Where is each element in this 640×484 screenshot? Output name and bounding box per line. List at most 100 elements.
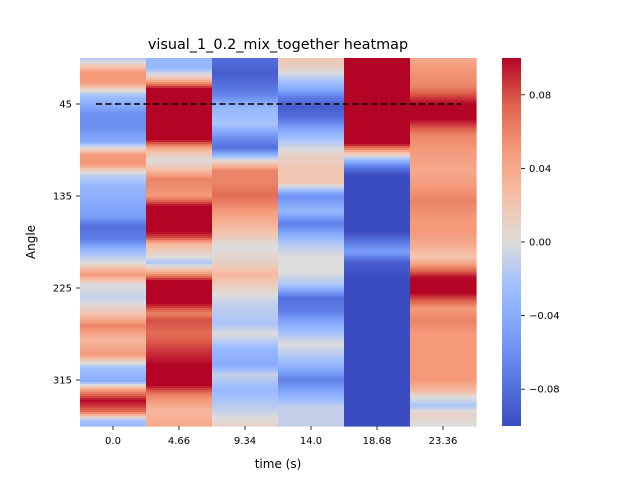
heatmap-cell [278, 174, 345, 177]
heatmap-cell [80, 218, 147, 221]
heatmap-cell [212, 120, 279, 123]
heatmap-cell [80, 212, 147, 215]
heatmap-cell [212, 114, 279, 117]
heatmap-cell [80, 258, 147, 261]
heatmap-cell [344, 184, 411, 187]
heatmap-cell [410, 368, 477, 371]
heatmap-cell [146, 216, 213, 219]
heatmap-cell [344, 370, 411, 373]
heatmap-cell [146, 226, 213, 229]
heatmap-cell [212, 268, 279, 271]
heatmap-cell [344, 304, 411, 307]
heatmap-cell [410, 340, 477, 343]
heatmap-cell [80, 392, 147, 395]
heatmap-cell [212, 152, 279, 155]
heatmap-cell [80, 114, 147, 117]
heatmap-cell [146, 244, 213, 247]
heatmap-cell [212, 346, 279, 349]
heatmap-cell [212, 194, 279, 197]
heatmap-cell [212, 318, 279, 321]
heatmap-cell [80, 284, 147, 287]
heatmap-cell [80, 246, 147, 249]
heatmap-cell [344, 134, 411, 137]
heatmap-cell [212, 204, 279, 207]
heatmap-cell [212, 280, 279, 283]
heatmap-cell [80, 238, 147, 241]
heatmap-cell [278, 388, 345, 391]
heatmap-cell [80, 402, 147, 405]
heatmap-cell [80, 310, 147, 313]
heatmap-cell [146, 262, 213, 265]
heatmap-cell [146, 200, 213, 203]
heatmap-cell [410, 162, 477, 165]
heatmap-cell [80, 346, 147, 349]
heatmap-cell [410, 266, 477, 269]
heatmap-cell [80, 62, 147, 65]
heatmap-cell [212, 344, 279, 347]
heatmap-cell [278, 110, 345, 113]
heatmap-cell [80, 196, 147, 199]
heatmap-cell [278, 324, 345, 327]
heatmap-cell [80, 340, 147, 343]
heatmap-cell [410, 198, 477, 201]
heatmap-cell [212, 272, 279, 275]
heatmap-cell [146, 110, 213, 113]
heatmap-cell [212, 368, 279, 371]
heatmap-cell [146, 240, 213, 243]
heatmap-cell [146, 342, 213, 345]
heatmap-cell [344, 92, 411, 95]
heatmap-cell [278, 320, 345, 323]
heatmap-cell [278, 374, 345, 377]
heatmap-cell [410, 74, 477, 77]
heatmap-cell [344, 340, 411, 343]
heatmap-cell [212, 202, 279, 205]
heatmap-cell [146, 286, 213, 289]
heatmap-cell [212, 326, 279, 329]
heatmap-cell [344, 410, 411, 413]
heatmap-cell [410, 124, 477, 127]
heatmap-cell [344, 242, 411, 245]
heatmap-cell [278, 172, 345, 175]
heatmap-cell [344, 268, 411, 271]
heatmap-cell [146, 64, 213, 67]
heatmap-cell [146, 356, 213, 359]
heatmap-cell [344, 228, 411, 231]
heatmap-cell [80, 214, 147, 217]
heatmap-cell [344, 152, 411, 155]
heatmap-cell [344, 64, 411, 67]
heatmap-column-1 [146, 58, 213, 427]
heatmap-cell [278, 116, 345, 119]
heatmap-cell [80, 272, 147, 275]
heatmap-cell [146, 418, 213, 421]
heatmap-cell [410, 330, 477, 333]
heatmap-cell [278, 188, 345, 191]
heatmap-cell [278, 62, 345, 65]
heatmap-cell [212, 166, 279, 169]
heatmap-cell [146, 386, 213, 389]
heatmap-cell [146, 220, 213, 223]
heatmap-cell [278, 350, 345, 353]
heatmap-cell [80, 316, 147, 319]
heatmap-cell [344, 246, 411, 249]
heatmap-cell [212, 288, 279, 291]
heatmap-cell [278, 114, 345, 117]
heatmap-cell [80, 332, 147, 335]
heatmap-cell [212, 84, 279, 87]
heatmap-cell [80, 382, 147, 385]
heatmap-cell [344, 260, 411, 263]
heatmap-cell [212, 284, 279, 287]
heatmap-cell [146, 316, 213, 319]
heatmap-column-5 [410, 58, 477, 427]
heatmap-cell [146, 144, 213, 147]
heatmap-cell [80, 324, 147, 327]
colorbar-tick-label: −0.04 [529, 311, 560, 322]
heatmap-cell [344, 174, 411, 177]
heatmap-cell [212, 178, 279, 181]
heatmap-cell [80, 290, 147, 293]
heatmap-cell [146, 158, 213, 161]
heatmap-cell [278, 420, 345, 423]
heatmap-cell [80, 66, 147, 69]
heatmap-cell [212, 254, 279, 257]
heatmap-cell [410, 216, 477, 219]
heatmap-cell [80, 110, 147, 113]
